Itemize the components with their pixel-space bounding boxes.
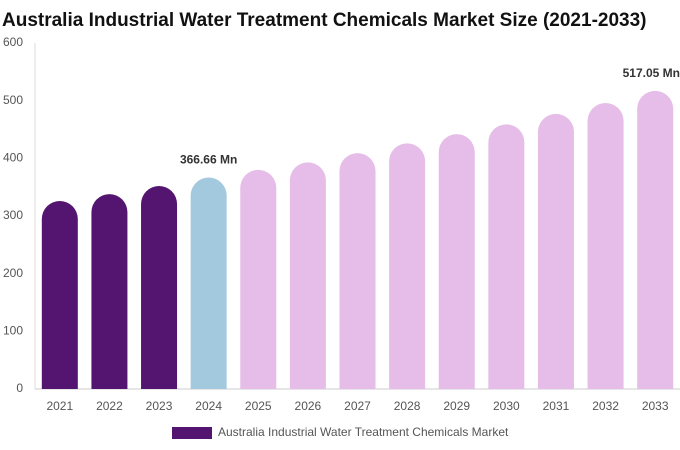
bar [190,177,227,389]
x-tick-label: 2032 [592,399,619,413]
bar [389,143,426,389]
bar [537,113,574,389]
bar [339,153,376,389]
x-tick-label: 2022 [96,399,123,413]
bar [289,162,326,389]
bar [41,201,78,389]
x-tick-label: 2031 [543,399,570,413]
bar [438,134,475,389]
data-label: 517.05 Mn [623,66,680,80]
y-tick-label: 100 [3,324,23,338]
x-tick-label: 2026 [295,399,322,413]
bar [488,124,525,389]
x-tick-label: 2033 [642,399,669,413]
bar [240,169,277,389]
bar [141,186,178,389]
x-tick-label: 2029 [443,399,470,413]
bar [587,102,624,390]
legend-label: Australia Industrial Water Treatment Che… [218,425,509,439]
bar [637,90,674,389]
x-tick-label: 2024 [195,399,222,413]
y-tick-label: 500 [3,93,23,107]
x-tick-label: 2023 [146,399,173,413]
x-tick-label: 2027 [344,399,371,413]
y-tick-label: 0 [16,381,23,395]
data-label: 366.66 Mn [180,153,237,167]
chart-title: Australia Industrial Water Treatment Che… [2,10,647,31]
y-tick-label: 300 [3,208,23,222]
x-tick-label: 2025 [245,399,272,413]
y-tick-label: 400 [3,151,23,165]
legend-swatch [172,427,212,439]
y-tick-label: 200 [3,266,23,280]
x-tick-label: 2021 [46,399,73,413]
bar [91,194,128,389]
x-tick-label: 2028 [394,399,421,413]
y-tick-label: 600 [3,35,23,49]
x-tick-label: 2030 [493,399,520,413]
